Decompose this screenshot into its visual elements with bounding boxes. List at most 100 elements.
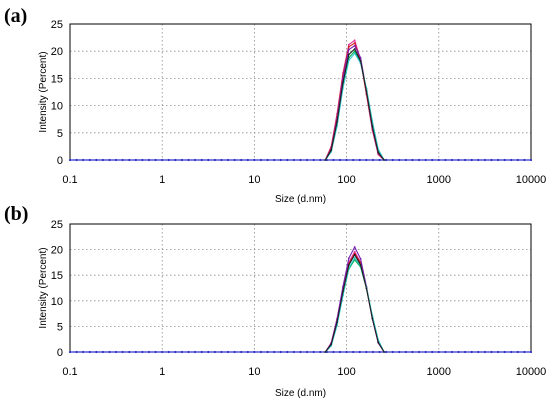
baseline-point [233, 350, 236, 354]
baseline-point [444, 350, 447, 354]
baseline-point [174, 350, 177, 354]
series-6-point [347, 53, 350, 56]
baseline-point [82, 158, 85, 162]
series-2-point [353, 42, 356, 44]
baseline-point [75, 158, 78, 162]
series-6-point [324, 351, 327, 353]
baseline-point [385, 350, 388, 354]
series-6-point [365, 90, 368, 93]
x-axis-label: Size (d.nm) [275, 388, 326, 399]
baseline-point [95, 350, 98, 354]
baseline-point [523, 350, 526, 354]
x-tick-label: 1 [159, 366, 165, 378]
chart-panel-a: (a) 0.1 1 10 100 1000 10000 0 5 10 15 20 25 Size (d.n… [4, 5, 546, 205]
baseline-point [371, 158, 375, 162]
baseline-point [240, 158, 243, 162]
baseline-point [312, 350, 315, 354]
series-3-point [353, 44, 356, 47]
y-tick-label: 25 [51, 19, 63, 31]
baseline-point [286, 158, 289, 162]
baseline-point [115, 350, 118, 354]
baseline-point [391, 350, 394, 354]
series-6-point [377, 151, 380, 154]
series-6-point [342, 81, 344, 84]
x-tick-label: 10000 [516, 366, 547, 378]
series-3-point [342, 285, 344, 288]
baseline-point [470, 158, 473, 162]
baseline-point [503, 350, 506, 354]
baseline-point [450, 350, 454, 354]
baseline-point [457, 158, 460, 162]
series-5-point [347, 59, 350, 62]
series-3-point [359, 56, 362, 59]
baseline-point [299, 350, 302, 354]
baseline-point [523, 158, 526, 162]
series-1-point [353, 39, 356, 42]
y-tick-label: 10 [51, 101, 63, 113]
baseline-point [464, 158, 467, 162]
x-tick-label: 10 [248, 366, 260, 378]
y-axis-label: Intensity (Percent) [38, 247, 49, 328]
baseline-point [121, 350, 124, 354]
series-6-point [371, 125, 374, 128]
series-3-point [347, 257, 350, 260]
baseline-point [483, 350, 486, 354]
series-6-point [359, 264, 362, 266]
baseline-point [220, 350, 223, 354]
series-5-point [353, 256, 356, 259]
baseline-point [404, 158, 407, 162]
baseline-point [253, 350, 256, 354]
series-6-point [353, 48, 356, 50]
baseline-point [194, 350, 197, 354]
baseline-point [240, 350, 243, 354]
y-tick-label: 20 [51, 46, 63, 58]
baseline-point [529, 158, 533, 162]
x-tick-label: 1 [159, 174, 165, 186]
series-6-point [347, 264, 350, 266]
series-3-point [359, 257, 362, 260]
baseline-point [187, 350, 190, 354]
baseline-point [332, 158, 335, 162]
series-4-line [324, 259, 385, 353]
y-tick-label: 20 [51, 245, 63, 257]
series-3-point [347, 48, 350, 51]
series-6-point [330, 149, 333, 152]
baseline-point [213, 158, 216, 162]
baseline-point [108, 158, 111, 162]
baseline-point [378, 158, 381, 162]
baseline-point [141, 158, 144, 162]
panel-label: (a) [4, 5, 27, 27]
baseline-point [510, 158, 513, 162]
baseline-point [200, 350, 203, 354]
baseline-point [345, 350, 348, 354]
panel-label: (b) [4, 203, 28, 225]
baseline-point [358, 158, 361, 162]
baseline-point [147, 350, 151, 354]
baseline-point [437, 350, 440, 354]
baseline-point [516, 158, 519, 162]
series-6-point [324, 159, 327, 161]
baseline-point [483, 158, 486, 162]
baseline-point [180, 158, 184, 162]
baseline-point [352, 158, 355, 162]
baseline-point [332, 350, 335, 354]
baseline-point [147, 158, 151, 162]
baseline-point [161, 158, 164, 162]
baseline-point [259, 350, 263, 354]
baseline-point [174, 158, 177, 162]
series-5-line [324, 257, 385, 353]
baseline-point [134, 350, 137, 354]
baseline-point [312, 158, 315, 162]
baseline-point [226, 350, 230, 354]
baseline-point [470, 350, 473, 354]
baseline-point [279, 158, 282, 162]
series-6-point [383, 159, 385, 161]
baseline-point [431, 350, 434, 354]
series-6-point [371, 317, 374, 320]
baseline-point [207, 350, 210, 354]
baseline-point [503, 158, 506, 162]
baseline-point [529, 350, 533, 354]
x-tick-label: 100 [337, 174, 355, 186]
baseline-point [108, 350, 111, 354]
